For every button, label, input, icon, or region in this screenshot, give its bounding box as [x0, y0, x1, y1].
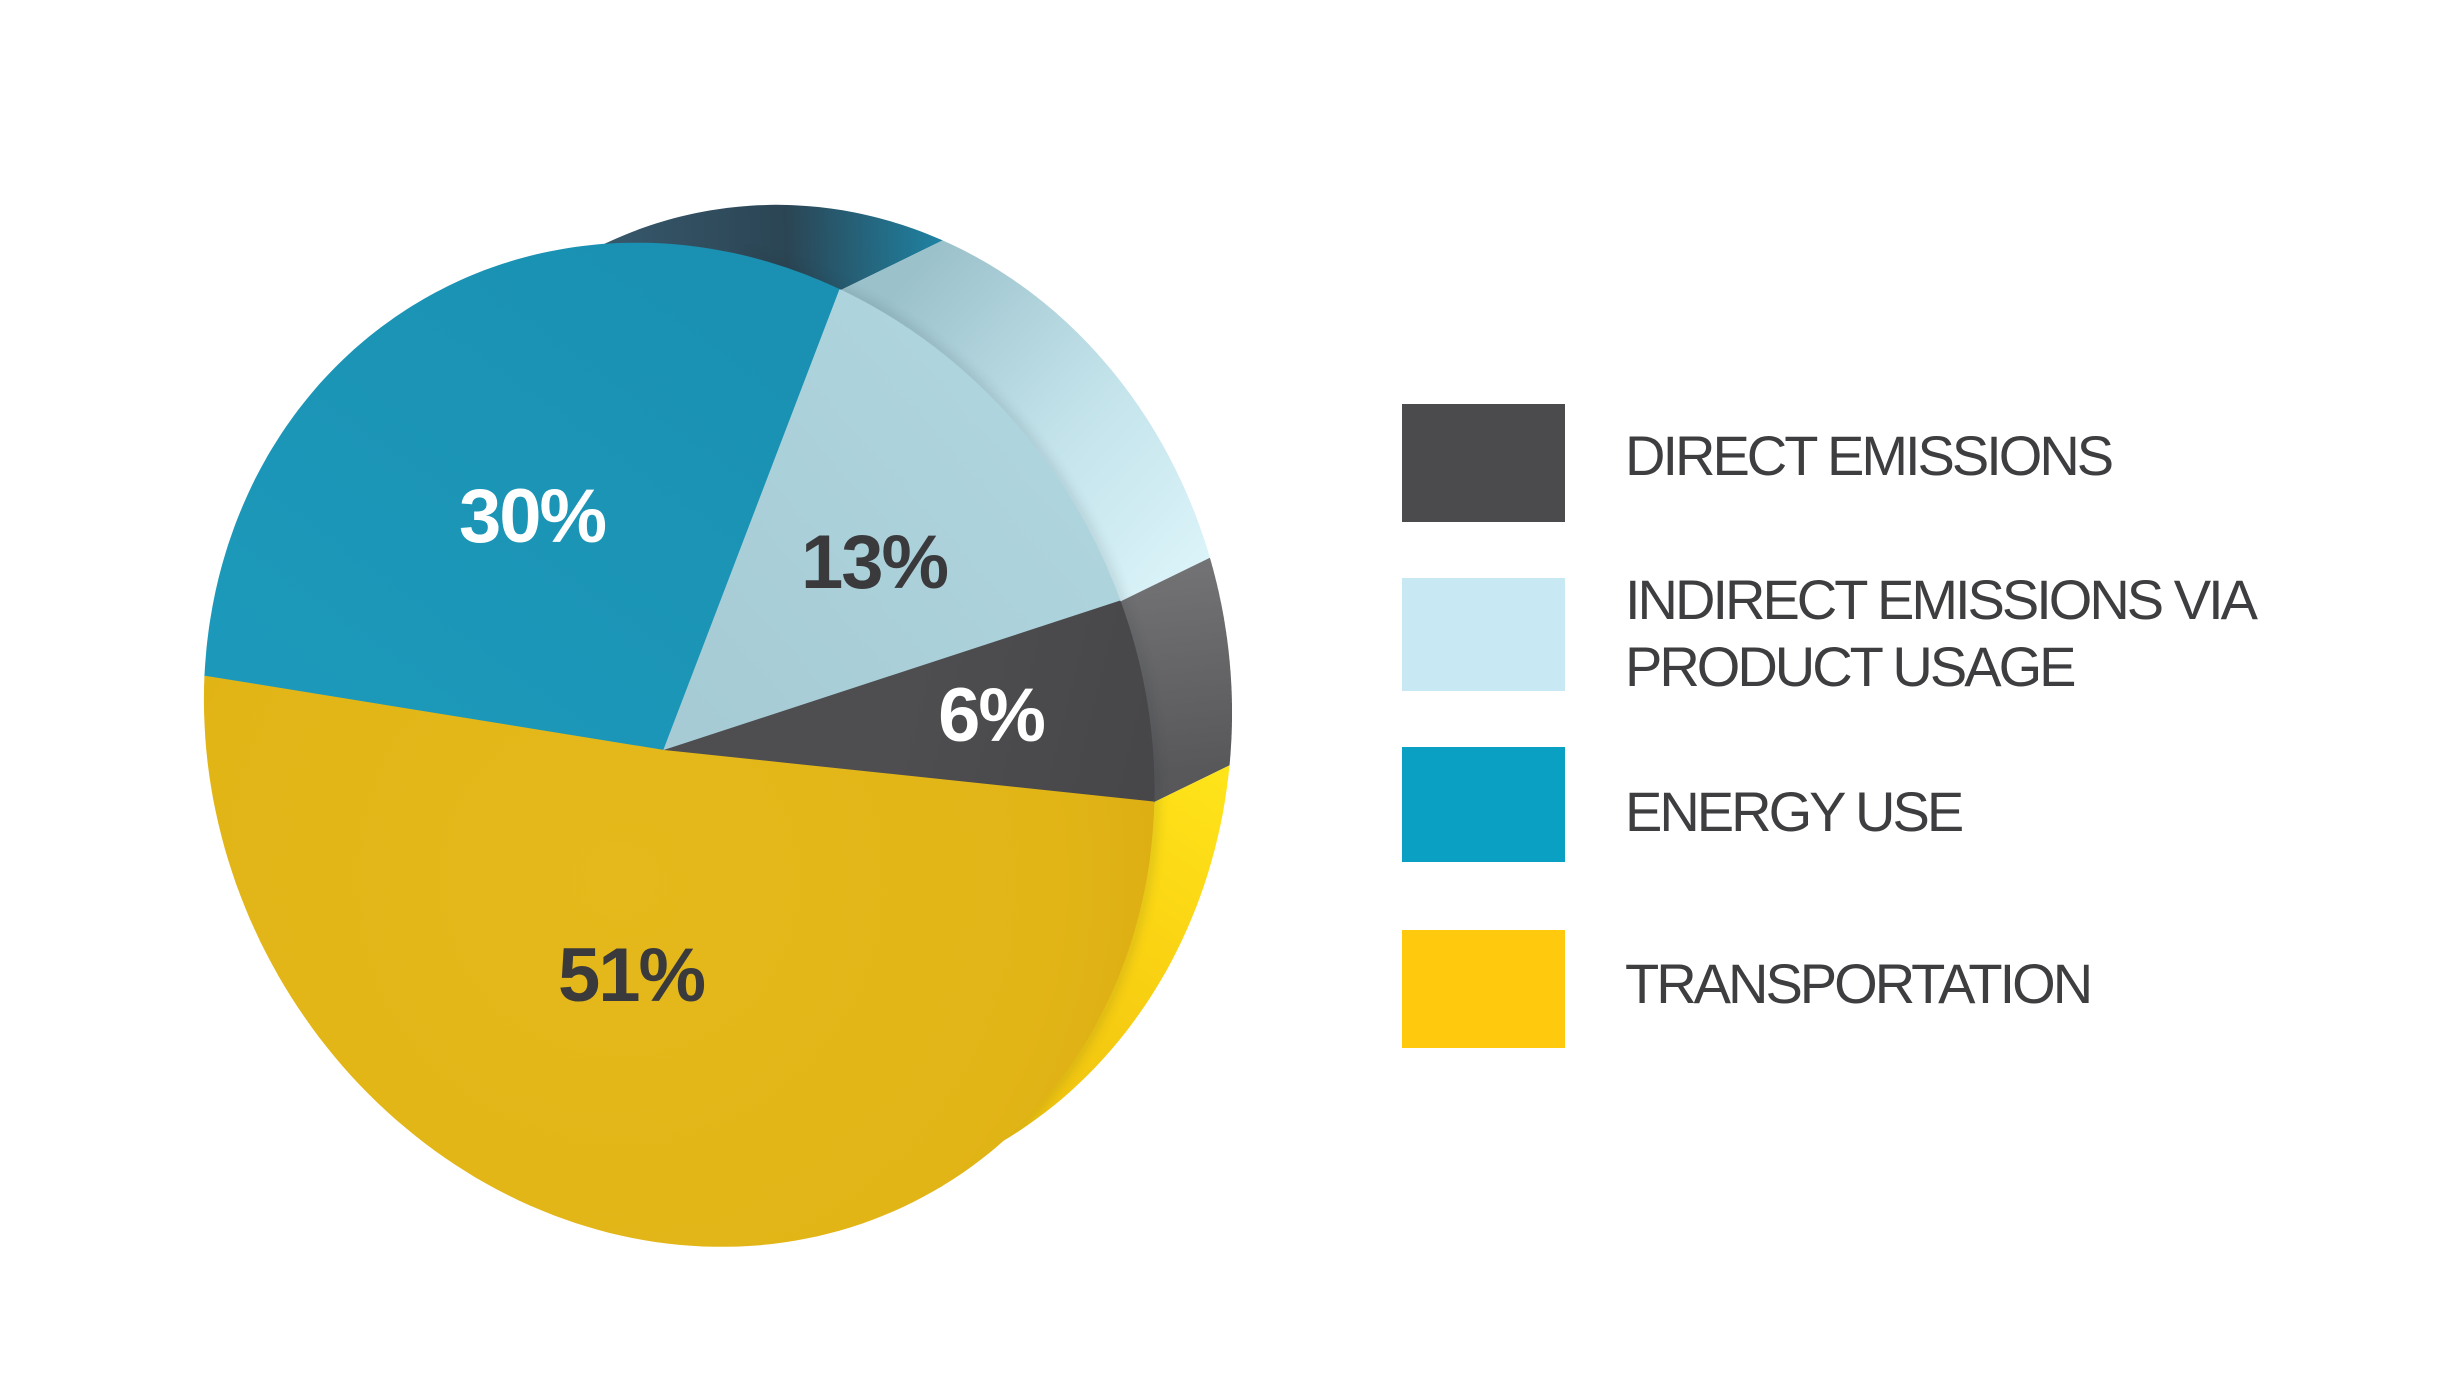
svg-text:51%: 51%: [558, 933, 705, 1018]
svg-text:PRODUCT USAGE: PRODUCT USAGE: [1625, 635, 2074, 698]
svg-text:TRANSPORTATION: TRANSPORTATION: [1625, 952, 2090, 1015]
svg-text:DIRECT EMISSIONS: DIRECT EMISSIONS: [1625, 424, 2112, 487]
svg-text:30%: 30%: [459, 474, 606, 559]
svg-text:INDIRECT EMISSIONS VIA: INDIRECT EMISSIONS VIA: [1625, 568, 2259, 631]
svg-text:6%: 6%: [938, 673, 1044, 758]
svg-text:13%: 13%: [801, 520, 948, 605]
svg-text:ENERGY USE: ENERGY USE: [1625, 780, 1962, 843]
